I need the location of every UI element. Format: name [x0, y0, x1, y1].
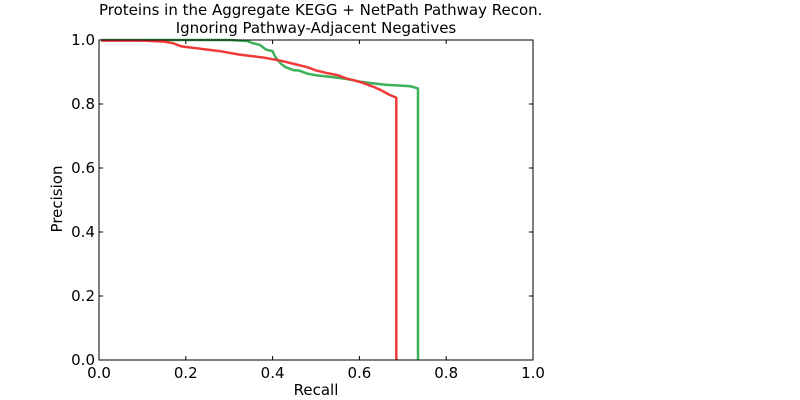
- series-line-2: [101, 39, 398, 360]
- y-axis-ticks: 0.0 0.2 0.4 0.6 0.8 1.0: [71, 31, 533, 369]
- x-tick-label: 0.0: [87, 364, 111, 382]
- y-axis-label: Precision: [48, 165, 66, 233]
- y-tick-label: 0.4: [71, 223, 95, 241]
- x-axis-label: Recall: [293, 381, 339, 399]
- y-tick-label: 0.2: [71, 287, 95, 305]
- chart-title-line-1: Proteins in the Aggregate KEGG + NetPath…: [99, 1, 543, 19]
- series-layer: [101, 38, 420, 360]
- x-tick-label: 0.2: [174, 364, 198, 382]
- chart-title-line-2: Ignoring Pathway-Adjacent Negatives: [175, 19, 457, 37]
- y-tick-label: 0.6: [71, 159, 95, 177]
- series-line-1: [101, 38, 420, 360]
- y-tick-label: 0.8: [71, 95, 95, 113]
- x-axis-ticks: 0.0 0.2 0.4 0.6 0.8 1.0: [87, 40, 545, 382]
- plot-frame: [98, 39, 534, 361]
- y-tick-label: 0.0: [71, 351, 95, 369]
- x-tick-label: 0.8: [434, 364, 458, 382]
- y-tick-label: 1.0: [71, 31, 95, 49]
- x-tick-label: 0.6: [347, 364, 371, 382]
- x-tick-label: 1.0: [521, 364, 545, 382]
- x-tick-label: 0.4: [261, 364, 285, 382]
